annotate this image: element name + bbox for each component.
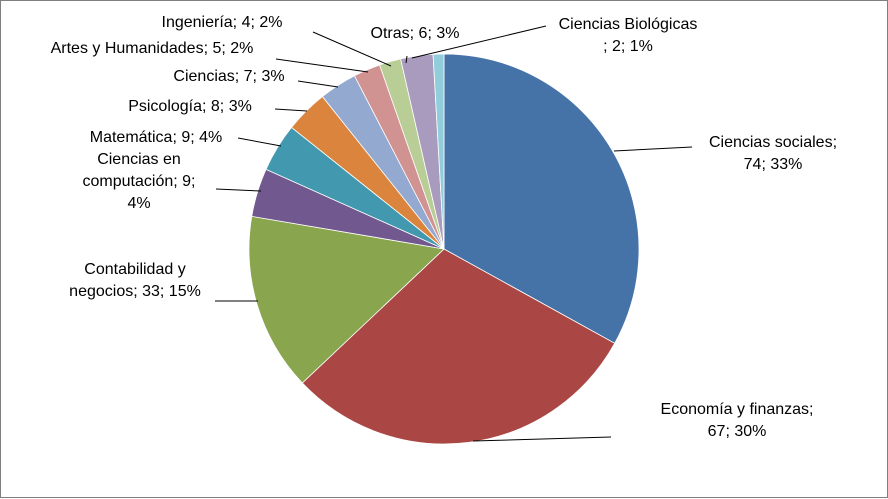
- data-label-ciencias-biologicas: Ciencias Biológicas ; 2; 1%: [559, 16, 698, 55]
- data-label-ciencias: Ciencias; 7; 3%: [173, 68, 284, 85]
- leader-line-ciencias: [297, 80, 339, 88]
- leader-line-ciencias-en-computacion: [215, 188, 262, 192]
- data-label-line: Matemática; 9; 4%: [90, 129, 223, 146]
- data-label-line: Ciencias en: [97, 151, 181, 168]
- data-label-artes-y-humanidades: Artes y Humanidades; 5; 2%: [51, 40, 254, 57]
- data-label-line: 4%: [127, 195, 150, 212]
- leader-line-artes-y-humanidades: [275, 58, 369, 73]
- pie-slice-ciencias-sociales: [443, 53, 640, 344]
- data-label-line: Ciencias sociales;: [709, 134, 837, 151]
- data-label-psicologia: Psicología; 8; 3%: [128, 98, 252, 115]
- data-label-otras: Otras; 6; 3%: [371, 25, 460, 42]
- leader-line-ciencias-sociales: [613, 146, 693, 152]
- data-label-matematica: Matemática; 9; 4%: [90, 129, 223, 146]
- leader-line-ingenieria: [312, 31, 392, 67]
- leader-line-matematica: [237, 137, 282, 147]
- data-label-line: Contabilidad y: [84, 261, 185, 278]
- leader-line-psicologia: [274, 108, 308, 112]
- data-label-line: ; 2; 1%: [603, 38, 653, 55]
- data-label-contabilidad-y-negocios: Contabilidad y negocios; 33; 15%: [69, 261, 201, 300]
- leader-line-ciencias-biologicas: [411, 25, 547, 59]
- data-label-line: 74; 33%: [744, 156, 803, 173]
- data-label-line: Economía y finanzas;: [661, 401, 814, 418]
- data-label-line: Artes y Humanidades; 5; 2%: [51, 40, 254, 57]
- data-label-line: negocios; 33; 15%: [69, 283, 201, 300]
- data-label-ingenieria: Ingeniería; 4; 2%: [162, 14, 283, 31]
- data-label-line: Ingeniería; 4; 2%: [162, 14, 283, 31]
- data-label-economia-y-finanzas: Economía y finanzas; 67; 30%: [661, 401, 814, 440]
- data-label-line: Otras; 6; 3%: [371, 25, 460, 42]
- data-label-line: 67; 30%: [708, 423, 767, 440]
- data-label-line: computación; 9;: [83, 173, 196, 190]
- data-label-line: Ciencias Biológicas: [559, 16, 698, 33]
- pie-slice-contabilidad-y-negocios: [248, 215, 445, 384]
- data-label-line: Ciencias; 7; 3%: [173, 68, 284, 85]
- leader-line-economia-y-finanzas: [472, 436, 612, 442]
- pie-slice-ciencias-biologicas: [432, 53, 445, 250]
- pie-slice-economia-y-finanzas: [301, 248, 616, 445]
- data-label-line: Psicología; 8; 3%: [128, 98, 252, 115]
- leader-line-otras: [405, 55, 408, 64]
- data-label-ciencias-en-computacion: Ciencias en computación; 9; 4%: [83, 151, 196, 212]
- data-label-ciencias-sociales: Ciencias sociales; 74; 33%: [709, 134, 837, 173]
